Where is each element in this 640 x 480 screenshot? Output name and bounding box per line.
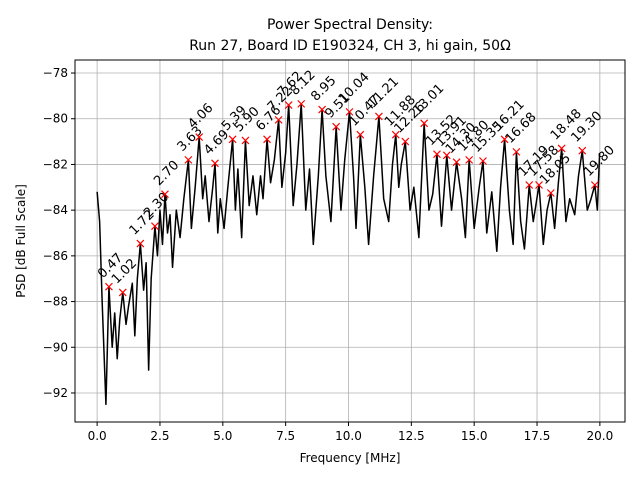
peak-marker [391,130,400,139]
peak-marker [274,115,283,124]
y-tick-label: −92 [43,386,68,400]
peak-marker [345,107,354,116]
peak-marker [332,122,341,131]
peak-marker [546,189,555,197]
peak-marker [211,159,219,168]
peak-label: 13.01 [410,81,447,118]
peak-marker [151,222,159,231]
psd-line [96,103,601,406]
x-tick-label: 10.0 [335,429,362,443]
plot-frame [74,59,626,423]
y-tick-label: −84 [43,203,68,217]
peak-marker [420,119,429,128]
x-tick-label: 0.0 [88,429,107,443]
peak-marker [118,288,127,297]
peak-marker [356,130,365,139]
peak-marker [578,146,587,155]
peak-marker [284,101,293,109]
peak-label: 2.70 [151,158,182,189]
x-tick-label: 15.0 [461,429,488,443]
peak-marker [401,137,410,146]
peak-marker [297,99,306,108]
peak-marker [136,239,145,248]
peak-marker [442,151,451,160]
peak-marker [525,181,534,189]
peak-marker [161,190,169,199]
peak-marker [535,181,543,189]
x-axis-label: Frequency [MHz] [300,451,401,465]
peak-marker [465,155,474,164]
y-tick-label: −80 [43,112,68,126]
peak-marker [590,181,599,189]
peak-marker [452,158,461,167]
y-tick-label: −86 [43,249,68,263]
peak-label: 2.30 [141,190,172,221]
x-tick-label: 2.5 [150,429,169,443]
peak-marker [557,144,566,153]
peak-marker [241,136,250,145]
x-tick-label: 7.5 [276,429,295,443]
peak-marker [263,135,271,144]
peak-marker [318,105,327,114]
peak-marker [500,135,509,144]
y-tick-label: −88 [43,295,68,309]
peak-marker [512,147,521,156]
peak-marker [228,135,237,144]
peak-marker [105,282,113,291]
x-tick-label: 20.0 [587,429,614,443]
peak-marker [374,112,383,121]
y-tick-label: −90 [43,340,68,354]
y-axis-label: PSD [dB Full Scale] [14,184,28,298]
chart-subtitle: Run 27, Board ID E190324, CH 3, hi gain,… [189,38,511,54]
y-tick-label: −82 [43,157,68,171]
peak-marker [195,133,204,141]
peak-marker [479,157,487,165]
peak-marker [184,155,193,164]
peak-label: 4.06 [185,101,216,132]
chart-title: Power Spectral Density: [267,17,433,33]
peak-marker [433,150,441,159]
x-tick-label: 5.0 [213,429,232,443]
x-tick-label: 17.5 [524,429,551,443]
x-tick-label: 12.5 [398,429,425,443]
y-tick-label: −78 [43,66,68,80]
